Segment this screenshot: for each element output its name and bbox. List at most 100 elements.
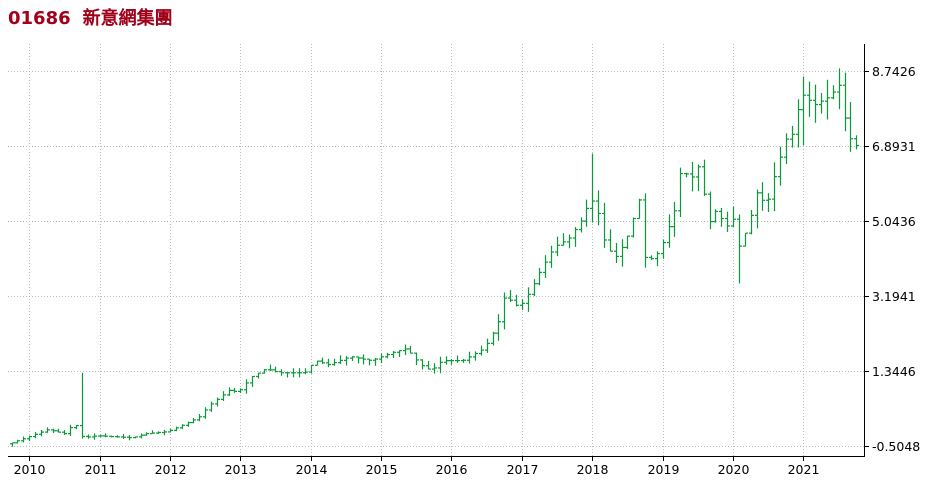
ohlc-bar <box>162 429 167 436</box>
ohlc-bar <box>203 407 208 419</box>
ohlc-bar <box>109 435 114 438</box>
ohlc-bar <box>45 427 50 433</box>
stock-code: 01686 <box>8 8 71 29</box>
ohlc-bar <box>133 436 138 439</box>
ohlc-bar <box>596 190 601 226</box>
ohlc-bar <box>496 314 501 341</box>
ohlc-bar <box>455 355 460 363</box>
ohlc-bar <box>637 198 642 220</box>
ohlc-bar <box>56 428 61 433</box>
ohlc-bar <box>414 352 419 366</box>
ohlc-bar <box>115 435 120 438</box>
ohlc-bar <box>678 167 683 218</box>
ohlc-bar <box>532 279 537 297</box>
ohlc-bar <box>807 81 812 117</box>
x-tick-label: 2019 <box>648 462 680 477</box>
ohlc-bar <box>684 172 689 178</box>
ohlc-bar <box>150 430 155 435</box>
y-tick-labels: -0.5048 1.3446 3.1941 5.0436 6.8931 8.7426 <box>872 64 920 454</box>
ohlc-bar <box>473 351 478 361</box>
ohlc-bar <box>174 426 179 432</box>
ohlc-bar <box>848 102 853 152</box>
ohlc-bar <box>796 99 801 148</box>
ohlc-bar <box>80 372 85 439</box>
ohlc-bar <box>461 358 466 363</box>
ohlc-bar <box>391 351 396 358</box>
ohlc-bar <box>139 433 144 439</box>
x-tick-label: 2014 <box>296 462 328 477</box>
ohlc-bar <box>338 355 343 364</box>
y-tick-label: 8.7426 <box>872 64 916 79</box>
ohlc-bar <box>620 239 625 267</box>
ohlc-bar <box>590 153 595 223</box>
ohlc-bar <box>98 434 103 438</box>
ohlc-bar <box>631 217 636 238</box>
ohlc-bar <box>250 375 255 387</box>
x-tick-label: 2015 <box>366 462 398 477</box>
ohlc-bar <box>708 191 713 230</box>
ohlc-bar <box>573 227 578 247</box>
ohlc-bar <box>491 331 496 346</box>
company-name: 新意網集團 <box>82 8 173 29</box>
y-tick-label: 5.0436 <box>872 214 916 229</box>
x-tick-labels: 2010 2011 2012 2013 2014 2015 2016 2017 2018 2019… <box>14 462 820 477</box>
ohlc-bar <box>784 133 789 165</box>
ohlc-bar <box>843 72 848 132</box>
x-tick-label: 2021 <box>788 462 820 477</box>
ohlc-bar <box>749 210 754 235</box>
ohlc-bar <box>303 368 308 375</box>
ohlc-bar <box>755 189 760 229</box>
ohlc-bar <box>379 353 384 364</box>
ohlc-bar <box>232 387 237 393</box>
ohlc-bar <box>27 435 32 442</box>
ohlc-bar <box>485 338 490 353</box>
ohlc-bar <box>479 345 484 356</box>
ohlc-bar <box>643 193 648 268</box>
ohlc-bar <box>403 344 408 356</box>
ohlc-bar <box>156 431 161 435</box>
ohlc-bar <box>279 369 284 376</box>
ohlc-bar <box>567 234 572 249</box>
ohlc-bar <box>625 235 630 250</box>
ohlc-bar <box>121 434 126 439</box>
y-tick-label: 6.8931 <box>872 139 916 154</box>
ohlc-bar <box>801 76 806 146</box>
ohlc-bar <box>725 211 730 232</box>
x-tick-label: 2011 <box>85 462 117 477</box>
ohlc-bar <box>502 292 507 330</box>
ohlc-bar <box>743 232 748 247</box>
ohlc-bar <box>15 439 20 444</box>
ohlc-bar <box>649 255 654 261</box>
ohlc-bar <box>520 299 525 311</box>
ohlc-bar <box>262 368 267 374</box>
ohlc-bar <box>21 436 26 443</box>
ohlc-bar <box>543 255 548 278</box>
ohlc-bar <box>667 214 672 248</box>
ohlc-bar <box>537 267 542 286</box>
ohlc-bar <box>432 363 437 374</box>
chart-title: 01686 新意網集團 <box>8 5 173 33</box>
ohlc-bar <box>273 366 278 373</box>
ohlc-bar <box>209 401 214 412</box>
ohlc-bar <box>10 442 15 447</box>
ohlc-bar <box>297 368 302 378</box>
ohlc-bar <box>62 430 67 435</box>
ohlc-bar <box>579 217 584 233</box>
ohlc-bar <box>508 290 513 302</box>
ohlc-bar <box>256 372 261 379</box>
ohlc-bar <box>661 239 666 259</box>
ohlc-bar <box>215 397 220 407</box>
ohlc-bar <box>320 357 325 365</box>
ohlc-bar <box>33 432 38 439</box>
ohlc-bar <box>614 242 619 263</box>
x-tick-label: 2016 <box>436 462 468 477</box>
ohlc-bar <box>672 201 677 237</box>
ohlc-bar <box>731 206 736 227</box>
ohlc-bar <box>350 356 355 362</box>
ohlc-bar <box>426 360 431 370</box>
ohlc-bar <box>702 159 707 196</box>
ohlc-bar <box>555 236 560 257</box>
ohlc-bar <box>315 360 320 366</box>
y-tick-label: 3.1941 <box>872 289 916 304</box>
